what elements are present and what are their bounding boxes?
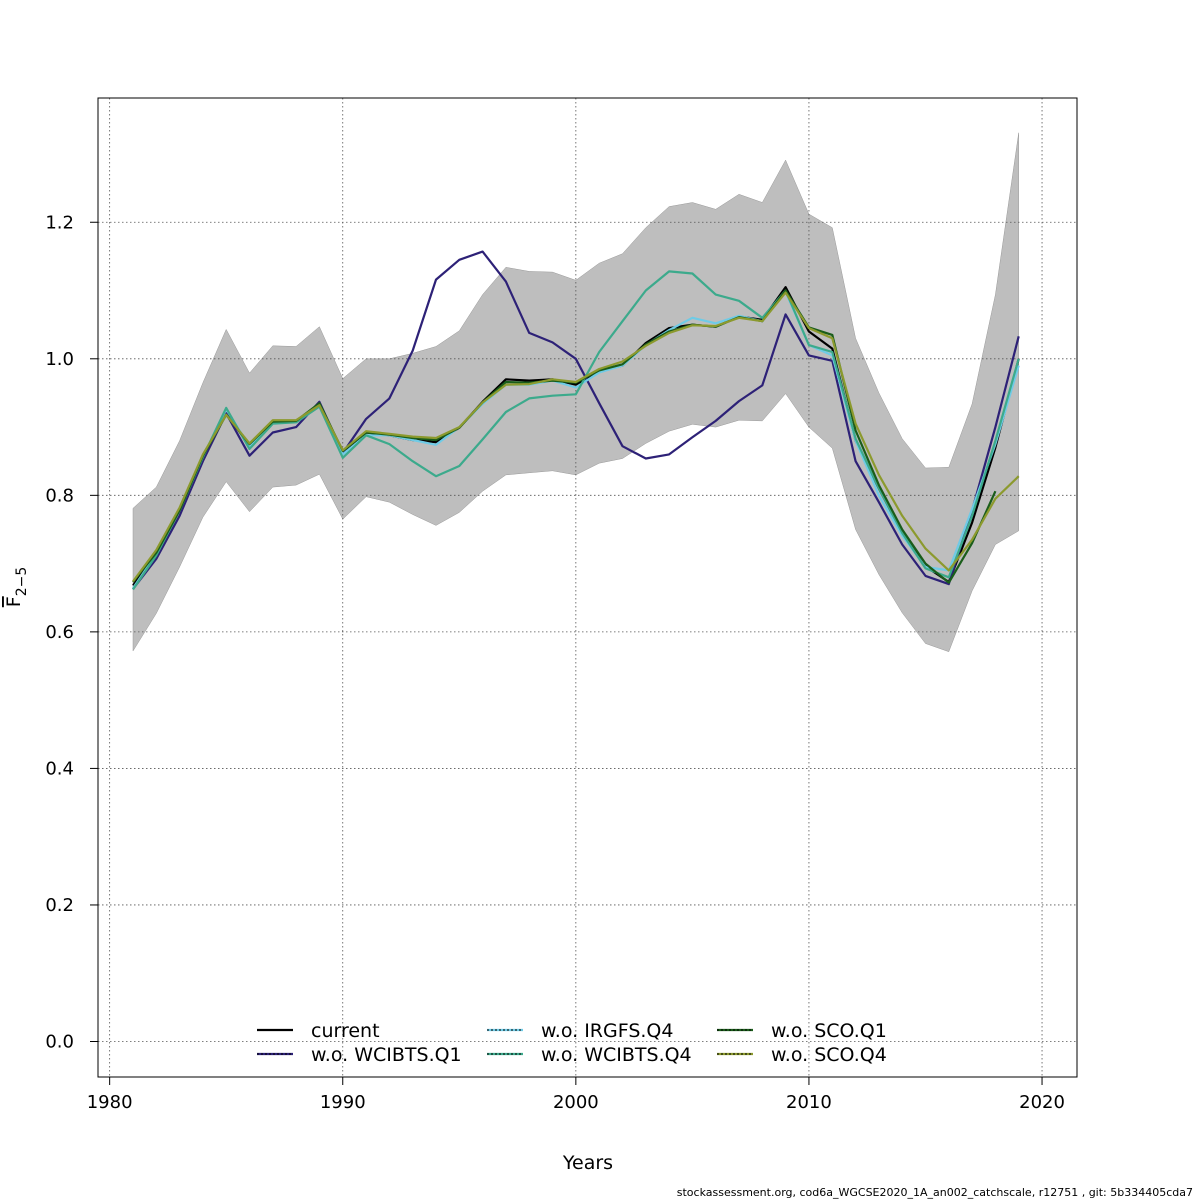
y-axis-title-main: F	[3, 596, 25, 607]
y-tick-label-3: 0.6	[45, 622, 74, 643]
legend-label-0: current	[311, 1020, 380, 1042]
axis-layer: 1980 1990 2000 2010 2020 0.0 0.2 0.4 0.6 0.8 1.0 1.…	[45, 212, 1065, 1113]
legend-label-5: w.o. SCO.Q4	[771, 1044, 887, 1066]
x-tick-label-1: 1990	[320, 1092, 366, 1113]
legend-label-4: w.o. SCO.Q1	[771, 1020, 887, 1042]
legend-item-2: w.o. IRGFS.Q4	[487, 1020, 673, 1042]
legend-item-5: w.o. SCO.Q4	[717, 1044, 887, 1066]
y-tick-label-6: 1.2	[45, 212, 74, 233]
y-tick-label-5: 1.0	[45, 349, 74, 370]
legend-label-2: w.o. IRGFS.Q4	[541, 1020, 673, 1042]
svg-text:F2−5: F2−5	[3, 567, 30, 607]
y-axis-title: F2−5	[3, 567, 30, 607]
series-line-5	[132, 291, 1020, 583]
x-axis-title: Years	[562, 1152, 613, 1174]
x-tick-label-3: 2010	[786, 1092, 832, 1113]
plot-frame	[97, 97, 1078, 1078]
x-tick-label-0: 1980	[87, 1092, 133, 1113]
footer-credit: stockassessment.org, cod6a_WGCSE2020_1A_…	[677, 1186, 1193, 1199]
grid-layer	[98, 98, 1077, 1077]
y-axis-title-subscript: 2−5	[14, 567, 30, 597]
y-tick-label-0: 0.0	[45, 1031, 74, 1052]
legend-label-1: w.o. WCIBTS.Q1	[311, 1044, 462, 1066]
legend-item-4: w.o. SCO.Q1	[717, 1020, 887, 1042]
series-line-1	[132, 250, 1020, 590]
y-tick-label-1: 0.2	[45, 895, 74, 916]
legend-item-0: current	[257, 1020, 380, 1042]
y-tick-label-2: 0.4	[45, 758, 74, 779]
x-tick-label-2: 2000	[553, 1092, 599, 1113]
series-layer	[132, 250, 1020, 591]
legend-item-1: w.o. WCIBTS.Q1	[257, 1044, 462, 1066]
legend-label-3: w.o. WCIBTS.Q4	[541, 1044, 692, 1066]
y-tick-label-4: 0.8	[45, 485, 74, 506]
legend-item-3: w.o. WCIBTS.Q4	[487, 1044, 692, 1066]
series-line-3	[132, 270, 1020, 591]
x-tick-label-4: 2020	[1019, 1092, 1065, 1113]
